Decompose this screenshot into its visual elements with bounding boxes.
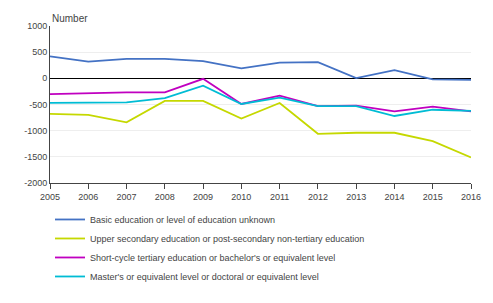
svg-text:Upper secondary education or p: Upper secondary education or post-second… [90, 234, 364, 244]
svg-text:-1000: -1000 [24, 126, 47, 136]
svg-text:2011: 2011 [270, 192, 289, 202]
svg-text:2005: 2005 [40, 192, 60, 202]
svg-text:2014: 2014 [384, 192, 404, 202]
svg-text:-1500: -1500 [24, 152, 47, 162]
svg-text:Master's or equivalent level o: Master's or equivalent level or doctoral… [90, 272, 319, 282]
svg-text:2008: 2008 [155, 192, 175, 202]
svg-text:2006: 2006 [78, 192, 98, 202]
svg-text:2010: 2010 [231, 192, 251, 202]
svg-text:2009: 2009 [193, 192, 213, 202]
svg-text:2007: 2007 [117, 192, 137, 202]
svg-text:-2000: -2000 [24, 178, 47, 188]
svg-text:2016: 2016 [461, 192, 481, 202]
svg-text:500: 500 [32, 47, 47, 57]
svg-text:Number: Number [52, 13, 88, 24]
svg-text:1000: 1000 [27, 21, 47, 31]
svg-text:2012: 2012 [308, 192, 328, 202]
svg-text:2013: 2013 [346, 192, 366, 202]
svg-text:-500: -500 [29, 100, 47, 110]
svg-text:Basic education or level of ed: Basic education or level of education un… [90, 215, 275, 225]
svg-text:Short-cycle tertiary education: Short-cycle tertiary education or bachel… [90, 253, 335, 263]
svg-text:0: 0 [42, 73, 47, 83]
svg-text:2015: 2015 [423, 192, 443, 202]
